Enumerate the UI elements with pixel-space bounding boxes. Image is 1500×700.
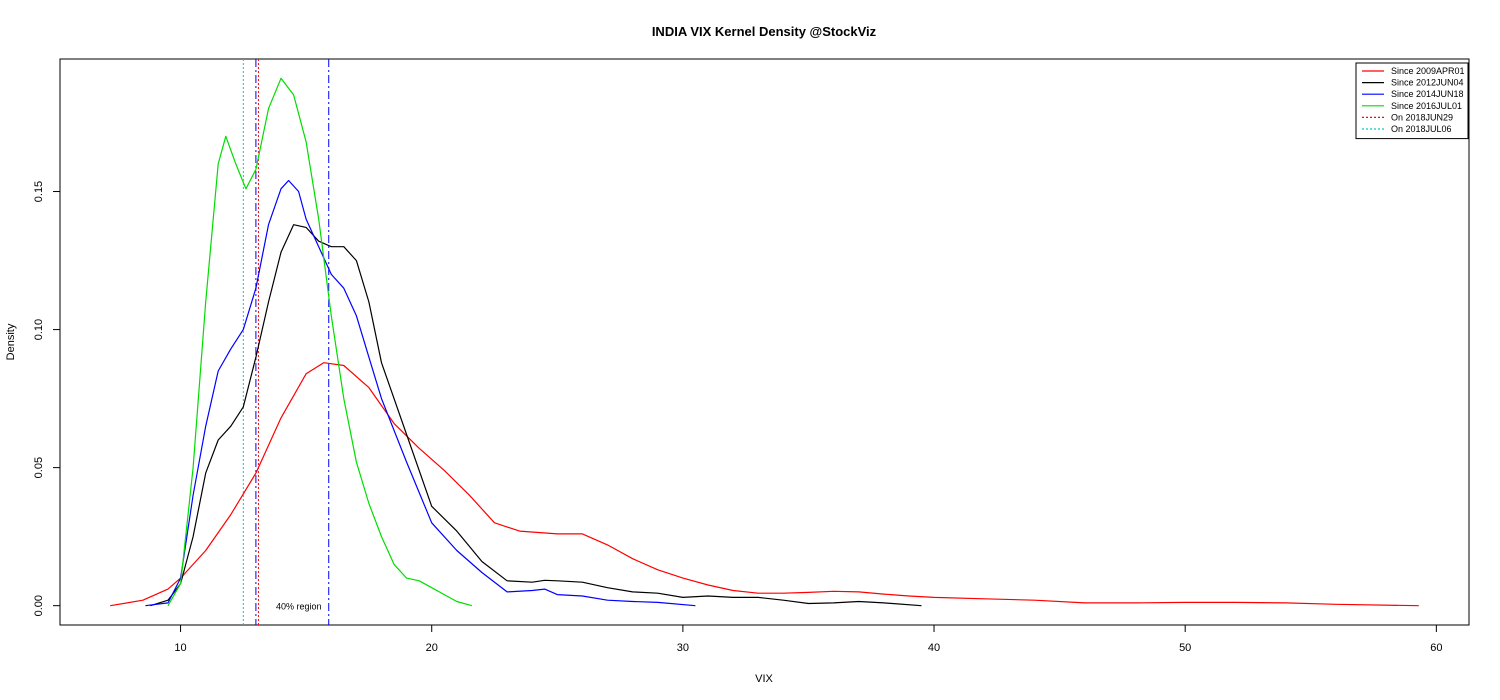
reference-lines	[242, 59, 330, 625]
x-axis-label: VIX	[755, 673, 773, 685]
series-line-since-2009apr01	[110, 362, 1419, 607]
legend-label: Since 2014JUN18	[1391, 89, 1464, 99]
legend-label: On 2018JUN29	[1391, 112, 1453, 122]
legend-label: Since 2016JUL01	[1391, 101, 1462, 111]
y-tick-label: 0.10	[33, 319, 45, 340]
x-tick-label: 30	[677, 642, 689, 654]
x-tick-label: 10	[174, 642, 186, 654]
series-line-since-2012jun04	[150, 224, 922, 607]
annotation-label: 40% region	[276, 602, 322, 612]
y-axis: 0.00 0.05 0.10 0.15	[33, 181, 61, 616]
y-tick-label: 0.15	[33, 181, 45, 202]
series-line-since-2014jun18	[145, 179, 696, 607]
legend-label: Since 2009APR01	[1391, 66, 1465, 76]
legend-box	[1355, 62, 1469, 140]
x-tick-label: 40	[928, 642, 940, 654]
x-axis: 10 20 30 40 50 60	[174, 624, 1442, 654]
legend-label: Since 2012JUN04	[1391, 78, 1464, 88]
y-tick-label: 0.05	[33, 457, 45, 478]
plot-frame	[59, 58, 1470, 626]
chart-title: INDIA VIX Kernel Density @StockViz	[652, 24, 877, 39]
x-tick-label: 50	[1179, 642, 1191, 654]
y-tick-label: 0.00	[33, 595, 45, 616]
density-series	[110, 77, 1419, 607]
y-axis-label: Density	[5, 323, 17, 360]
annotations: 40% region	[276, 602, 322, 612]
x-tick-label: 20	[426, 642, 438, 654]
legend-label: On 2018JUL06	[1391, 124, 1452, 134]
series-line-since-2016jul01	[167, 77, 473, 607]
x-tick-label: 60	[1430, 642, 1442, 654]
